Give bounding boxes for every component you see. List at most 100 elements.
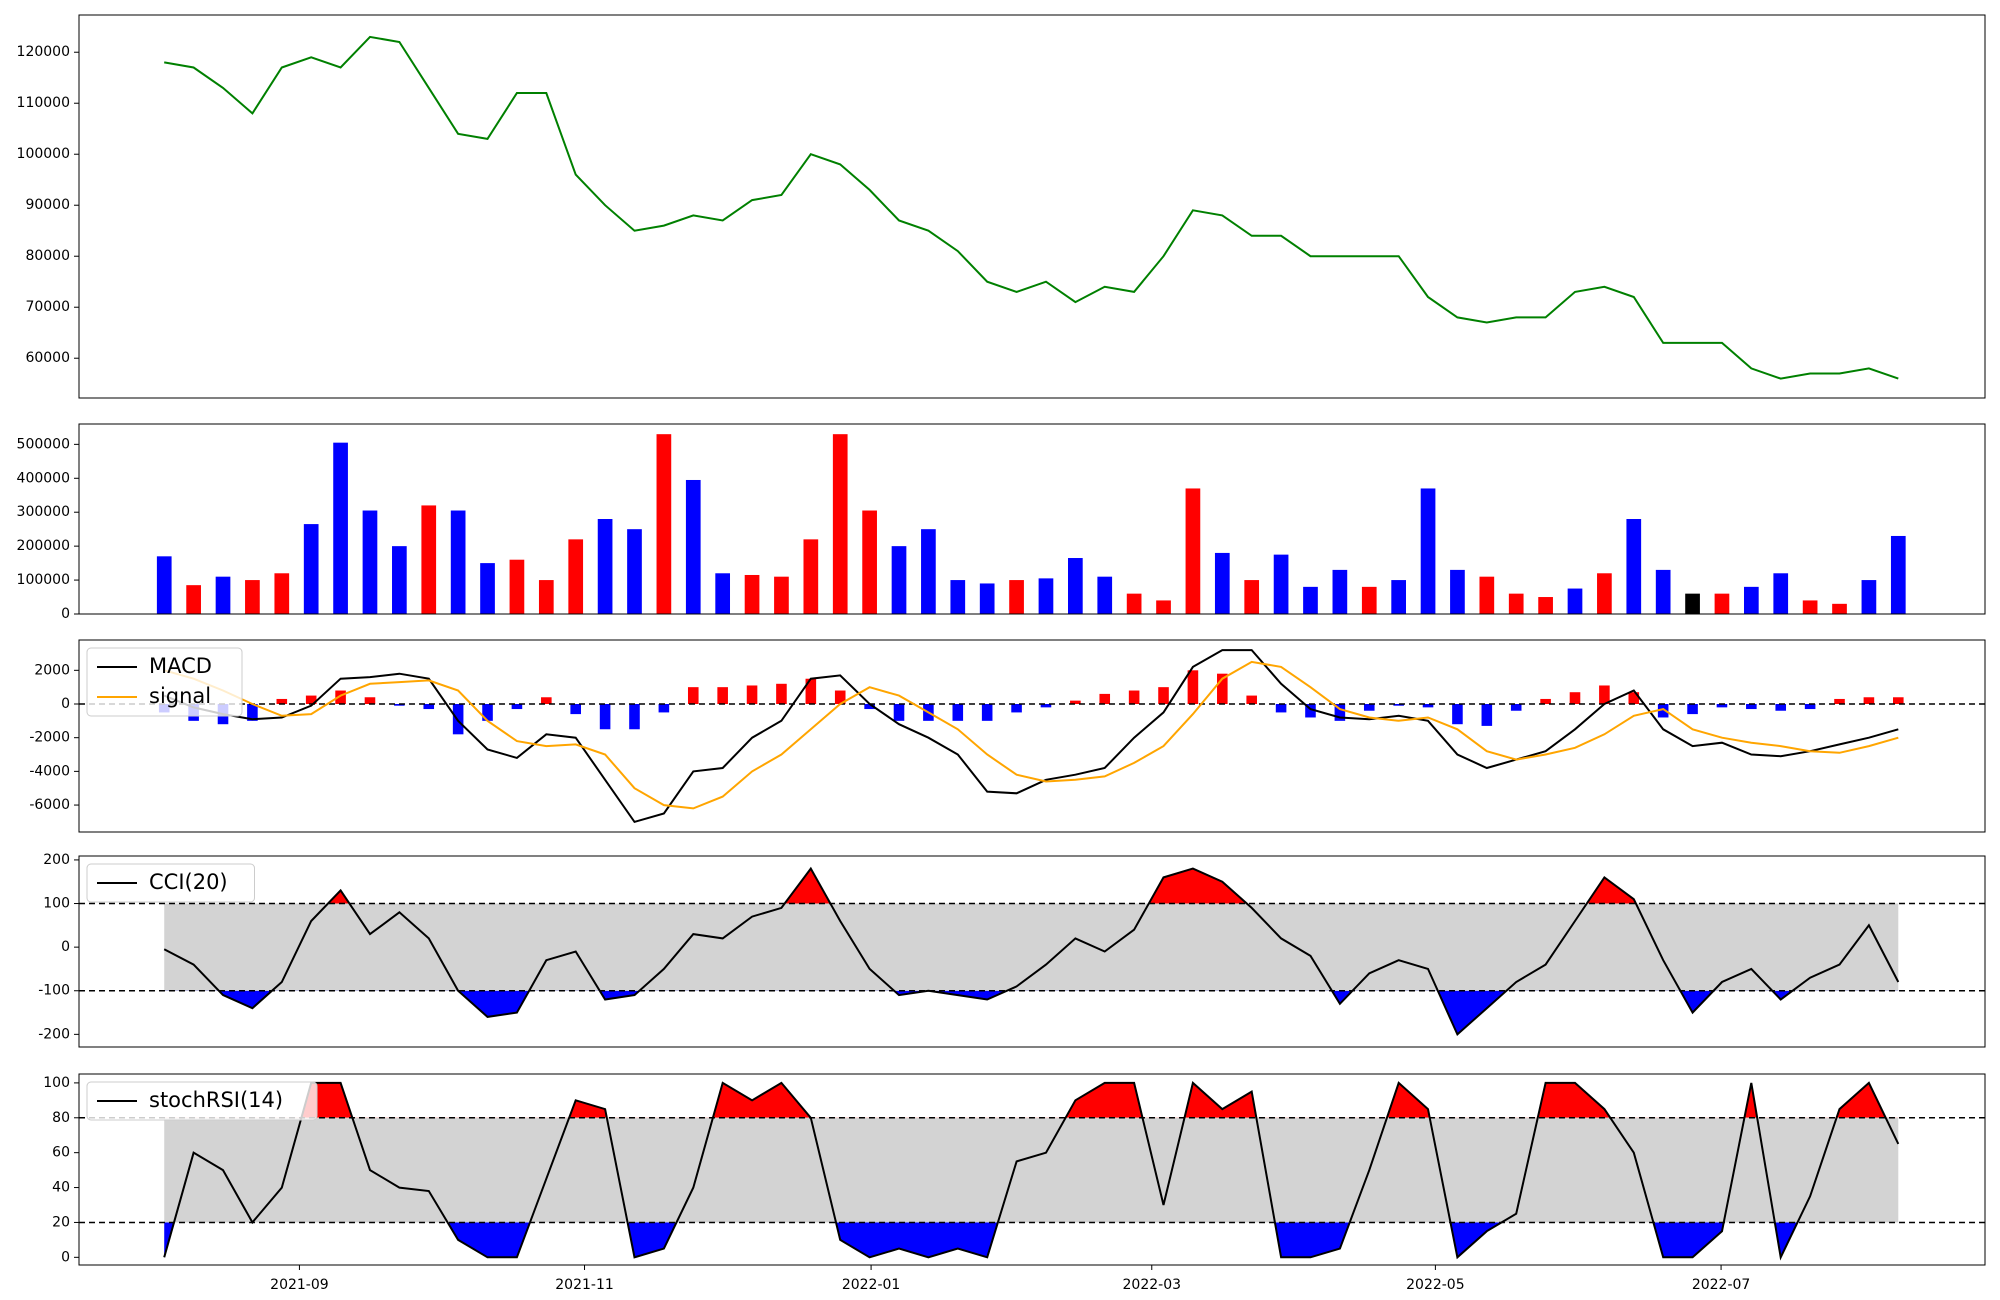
volume-bar [245, 580, 260, 614]
volume-bar [627, 529, 642, 614]
volume-bar [1361, 586, 1377, 614]
y-tick-label: 500000 [17, 436, 70, 452]
x-tick-label: 2022-07 [1692, 1277, 1751, 1293]
histogram-bar [394, 704, 405, 706]
volume-bar [744, 574, 760, 614]
histogram-bar [864, 704, 875, 710]
histogram-bar [1716, 704, 1728, 708]
histogram-bar [1775, 704, 1787, 711]
panel: 60000 70000 80000 90000 100000 110000 120000 [17, 14, 1986, 399]
volume-bar [1743, 586, 1759, 614]
legend: MACD signal [86, 647, 243, 717]
legend-box [86, 1081, 318, 1121]
volume-bar [1597, 573, 1612, 614]
histogram-bar [1834, 698, 1845, 704]
histogram-bar [1128, 690, 1140, 704]
overbought-fill [301, 1082, 1886, 1118]
histogram-bar [1393, 704, 1404, 706]
histogram-bar [1481, 704, 1493, 726]
price-line [164, 35, 1899, 380]
histogram-bar [834, 690, 846, 704]
volume-bar [303, 524, 319, 614]
histogram-bar [981, 704, 993, 721]
axes-frame [78, 1073, 1986, 1266]
volume-bar [1832, 603, 1847, 614]
y-tick-label: 200 [43, 852, 70, 868]
volume-bar [979, 583, 995, 614]
oversold-fill [164, 1222, 1899, 1258]
histogram-bar [1628, 692, 1640, 704]
volume-bar [1538, 597, 1553, 614]
histogram-bar [952, 704, 964, 721]
histogram-bar [423, 704, 435, 710]
panel: -6000 -4000 -2000 0 2000 MACD signal [29, 639, 1986, 833]
volume-bar [1802, 600, 1818, 614]
histogram-bar [1158, 687, 1169, 704]
oversold-fill [164, 990, 1899, 1035]
panel: 0 20 40 60 80 100 2021-09 2021-11 2022-01 2022-03… [43, 1073, 1986, 1293]
volume-bar [1009, 580, 1024, 614]
volume-bar [362, 510, 378, 614]
y-tick-label: -200 [38, 1026, 70, 1042]
y-tick-label: 80000 [25, 248, 70, 264]
histogram-bar [629, 704, 640, 730]
x-tick-label: 2022-03 [1123, 1277, 1182, 1293]
x-tick-label: 2021-09 [270, 1277, 329, 1293]
y-tick-label: 40 [52, 1180, 70, 1196]
histogram-bar [247, 704, 258, 721]
y-tick-label: 2000 [34, 662, 70, 678]
histogram-bar [687, 687, 699, 704]
volume-bar [568, 539, 584, 614]
volume-bar [1626, 519, 1642, 614]
y-tick-label: 110000 [17, 95, 70, 111]
volume-bar [1156, 600, 1171, 614]
histogram-bar [1246, 695, 1257, 704]
volume-bar [392, 546, 407, 614]
volume-bar [1890, 535, 1906, 614]
volume-bar [1391, 580, 1406, 614]
volume-bar [1332, 569, 1348, 614]
volume-bar [656, 434, 672, 614]
y-tick-label: -2000 [29, 730, 70, 746]
y-tick-label: 60 [52, 1145, 70, 1161]
y-tick-label: 0 [61, 606, 70, 622]
volume-bar [597, 519, 613, 614]
histogram-bar [1363, 704, 1375, 711]
volume-bar [1214, 552, 1230, 614]
volume-bar [1861, 580, 1877, 614]
histogram-bar [1070, 700, 1081, 704]
volume-bar [156, 556, 172, 614]
volume-bar [215, 576, 231, 614]
neutral-band [164, 1117, 1899, 1223]
histogram-bar [364, 697, 376, 704]
volume-bar [1508, 593, 1524, 614]
x-tick-label: 2022-01 [842, 1277, 901, 1293]
volume-bar [1273, 554, 1289, 614]
histogram-bar [1804, 704, 1816, 710]
histogram-bar [1217, 673, 1228, 704]
legend-label: CCI(20) [149, 870, 228, 894]
y-tick-label: 90000 [25, 197, 70, 213]
legend-label: MACD [149, 654, 212, 678]
volume-bar [186, 585, 201, 614]
legend-box [86, 863, 255, 903]
histogram-bar [1305, 704, 1316, 718]
volume-bar [1303, 586, 1318, 614]
legend-label: signal [149, 684, 211, 708]
histogram-bar [335, 690, 346, 704]
y-tick-label: -4000 [29, 763, 70, 779]
histogram-bar [1863, 697, 1875, 704]
y-tick-label: -100 [38, 983, 70, 999]
volume-bar [1685, 593, 1700, 614]
y-tick-label: 70000 [25, 299, 70, 315]
volume-bar [685, 479, 701, 614]
histogram-bar [893, 704, 905, 721]
histogram-bar [1099, 693, 1111, 704]
volume-bar [509, 559, 525, 614]
volume-bar [1068, 558, 1083, 614]
volume-bar [333, 442, 348, 614]
y-tick-label: -6000 [29, 797, 70, 813]
y-tick-label: 120000 [17, 44, 70, 60]
indicator-line [163, 649, 1899, 824]
y-tick-label: 100000 [17, 146, 70, 162]
